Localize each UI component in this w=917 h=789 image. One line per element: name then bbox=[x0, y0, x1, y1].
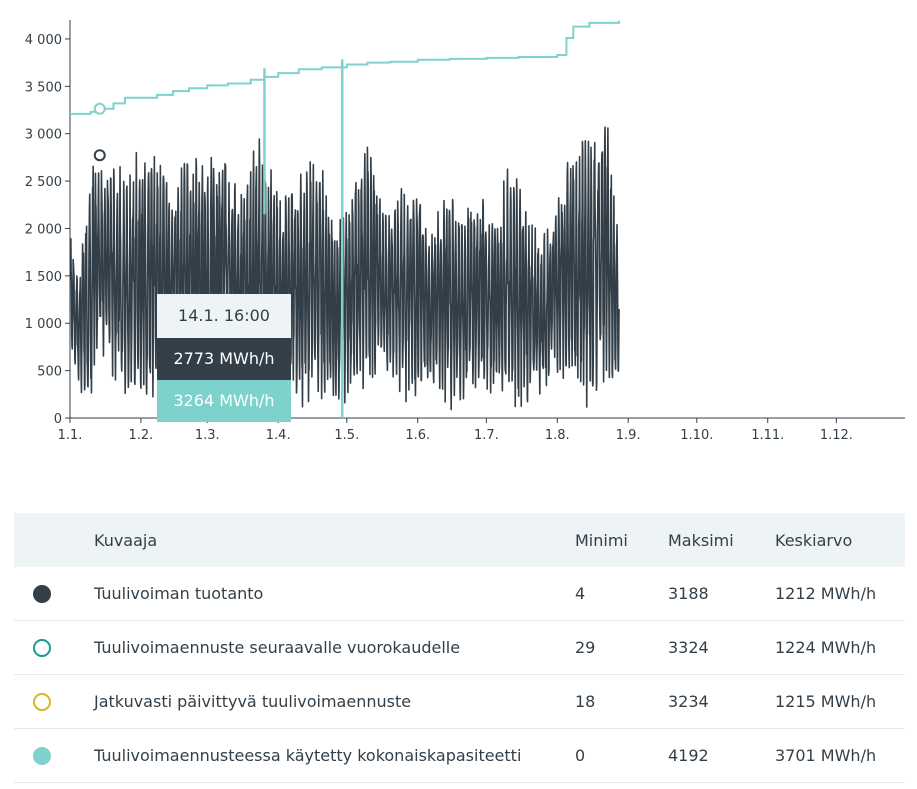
header-icon-cell bbox=[14, 513, 94, 567]
series-name: Jatkuvasti päivittyvä tuulivoimaennuste bbox=[94, 674, 575, 729]
series-max: 3234 bbox=[668, 674, 775, 729]
y-axis: 4 000 3 500 3 000 2 500 2 000 1 500 1 000 500 0 bbox=[25, 20, 71, 427]
y-tick-label: 1 500 bbox=[25, 270, 62, 285]
header-max: Maksimi bbox=[668, 513, 775, 567]
y-tick-label: 0 bbox=[54, 412, 62, 427]
x-tick-label: 1.9. bbox=[616, 428, 641, 443]
x-tick-label: 1.6. bbox=[405, 428, 430, 443]
series-mean: 1215 MWh/h bbox=[775, 674, 905, 729]
series-max: 3324 bbox=[668, 620, 775, 675]
x-tick-label: 1.2. bbox=[129, 428, 154, 443]
x-tick-label: 1.4. bbox=[266, 428, 291, 443]
series-min: 4 bbox=[575, 567, 668, 621]
series-mean: 1212 MWh/h bbox=[775, 567, 905, 621]
series-toggle-cell[interactable] bbox=[14, 674, 94, 729]
series-min: 0 bbox=[575, 728, 668, 783]
series-mean: 3701 MWh/h bbox=[775, 728, 905, 783]
table-row[interactable]: Jatkuvasti päivittyvä tuulivoimaennuste … bbox=[14, 674, 905, 729]
hover-markers bbox=[93, 102, 106, 162]
capacity-series bbox=[70, 20, 621, 418]
series-name: Tuulivoiman tuotanto bbox=[94, 567, 575, 621]
header-min: Minimi bbox=[575, 513, 668, 567]
table-header-row: Kuvaaja Minimi Maksimi Keskiarvo bbox=[14, 513, 905, 567]
x-tick-label: 1.7. bbox=[474, 428, 499, 443]
x-tick-label: 1.8. bbox=[545, 428, 570, 443]
production-line bbox=[69, 126, 620, 411]
filled-circle-icon[interactable] bbox=[33, 747, 51, 766]
table-row[interactable]: Tuulivoiman tuotanto 4 3188 1212 MWh/h bbox=[14, 567, 905, 621]
y-tick-label: 1 000 bbox=[25, 317, 62, 332]
y-tick-label: 4 000 bbox=[25, 33, 62, 48]
filled-circle-icon[interactable] bbox=[33, 585, 51, 604]
series-min: 29 bbox=[575, 620, 668, 675]
tooltip-date: 14.1. 16:00 bbox=[157, 294, 291, 338]
outline-circle-icon[interactable] bbox=[33, 639, 51, 658]
x-tick-label: 1.11. bbox=[751, 428, 784, 443]
series-summary-table: Kuvaaja Minimi Maksimi Keskiarvo Tuulivo… bbox=[14, 513, 905, 783]
y-tick-label: 500 bbox=[37, 365, 62, 380]
series-toggle-cell[interactable] bbox=[14, 567, 94, 621]
y-tick-label: 2 500 bbox=[25, 175, 62, 190]
table-row[interactable]: Tuulivoimaennusteessa käytetty kokonaisk… bbox=[14, 728, 905, 783]
series-name: Tuulivoimaennuste seuraavalle vuorokaude… bbox=[94, 620, 575, 675]
series-toggle-cell[interactable] bbox=[14, 620, 94, 675]
y-tick-label: 3 500 bbox=[25, 80, 62, 95]
y-tick-label: 2 000 bbox=[25, 222, 62, 237]
outline-circle-icon[interactable] bbox=[33, 693, 51, 712]
hover-marker bbox=[93, 149, 106, 162]
table-row[interactable]: Tuulivoimaennuste seuraavalle vuorokaude… bbox=[14, 620, 905, 675]
series-toggle-cell[interactable] bbox=[14, 728, 94, 783]
capacity-step-line bbox=[70, 20, 621, 115]
series-mean: 1224 MWh/h bbox=[775, 620, 905, 675]
x-tick-label: 1.3. bbox=[195, 428, 220, 443]
x-tick-label: 1.5. bbox=[334, 428, 359, 443]
x-tick-label: 1.10. bbox=[680, 428, 713, 443]
hover-marker bbox=[93, 102, 106, 115]
production-series bbox=[69, 126, 620, 411]
tooltip-production-value: 2773 MWh/h bbox=[157, 338, 291, 380]
y-tick-label: 3 000 bbox=[25, 128, 62, 143]
series-name: Tuulivoimaennusteessa käytetty kokonaisk… bbox=[94, 728, 575, 783]
series-min: 18 bbox=[575, 674, 668, 729]
x-tick-label: 1.1. bbox=[58, 428, 83, 443]
x-tick-label: 1.12. bbox=[820, 428, 853, 443]
series-max: 3188 bbox=[668, 567, 775, 621]
tooltip-capacity-value: 3264 MWh/h bbox=[157, 380, 291, 422]
series-max: 4192 bbox=[668, 728, 775, 783]
header-name: Kuvaaja bbox=[94, 513, 575, 567]
header-mean: Keskiarvo bbox=[775, 513, 905, 567]
